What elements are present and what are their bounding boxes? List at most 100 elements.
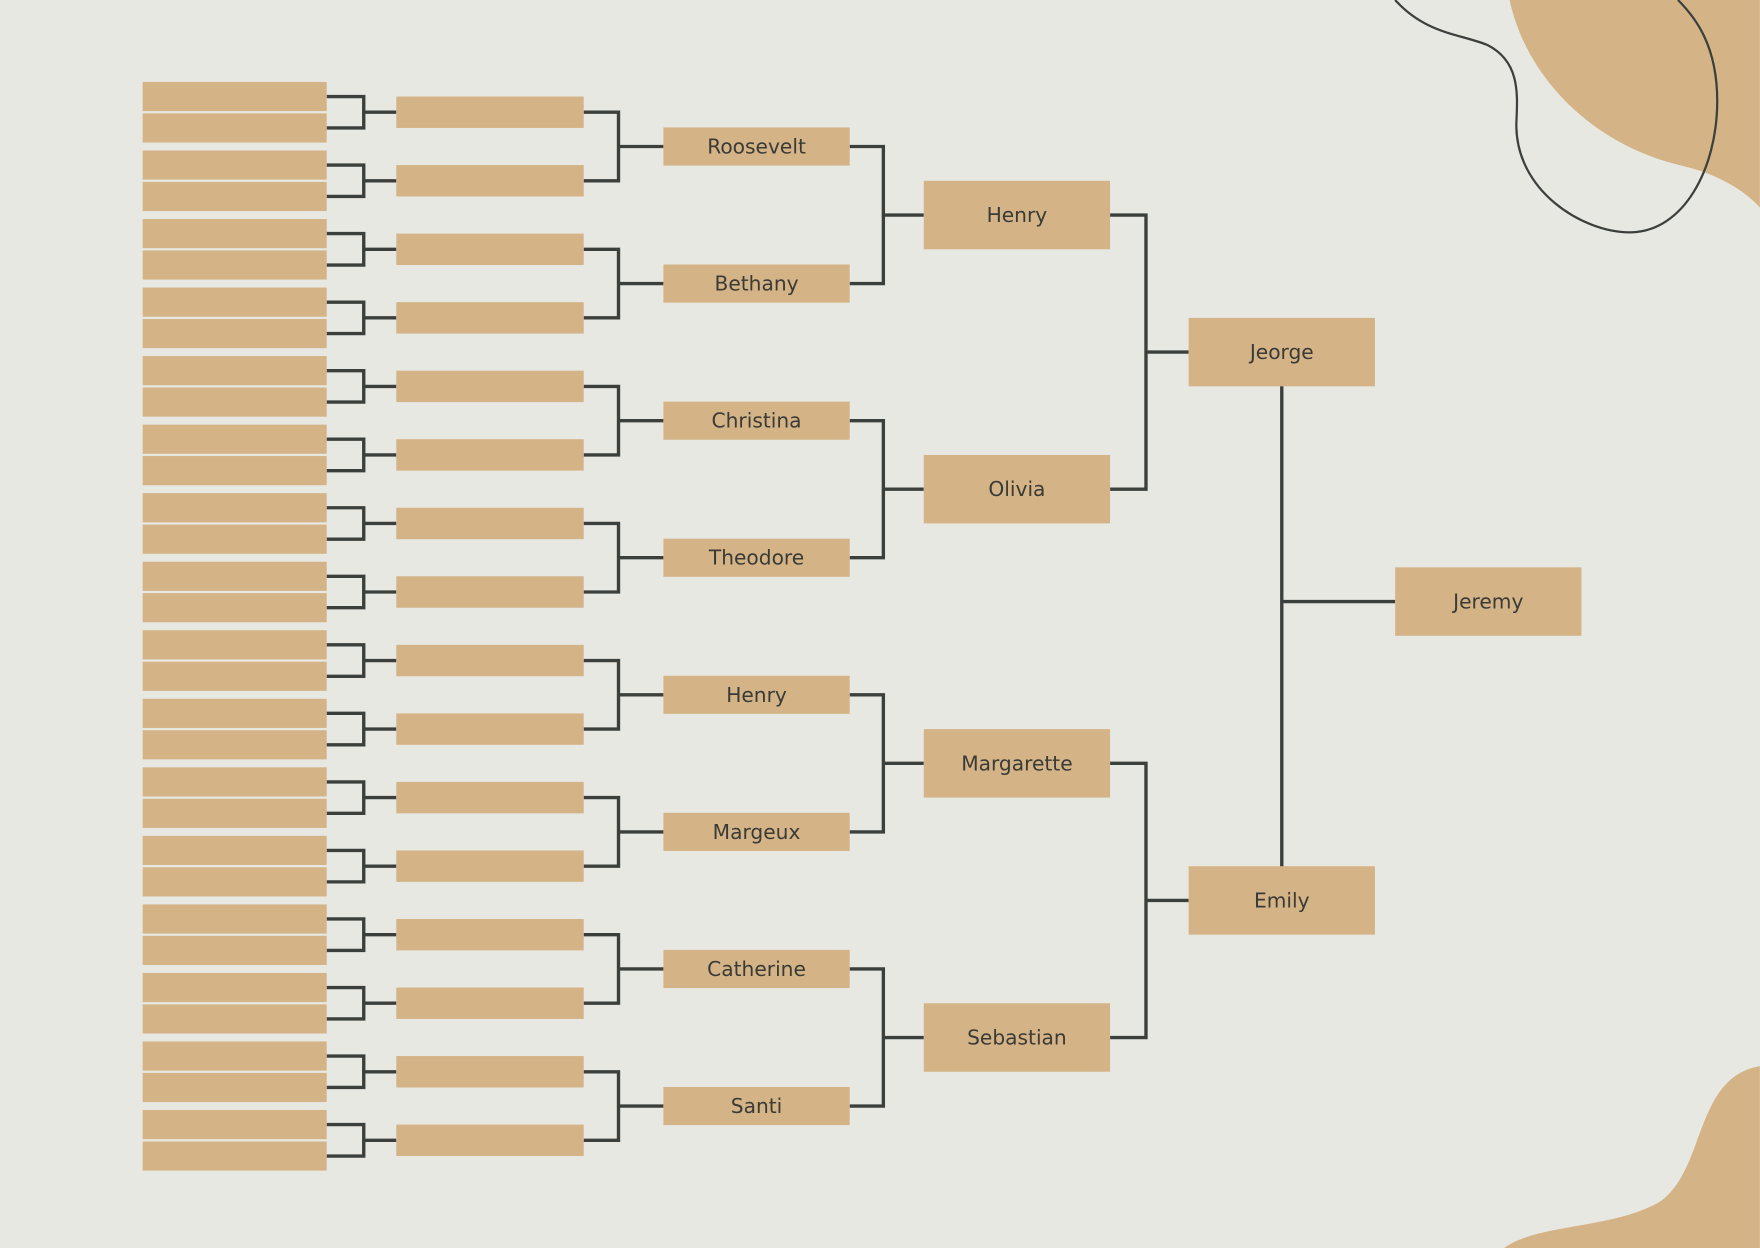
- round2-slot-11-slot[interactable]: [396, 781, 584, 814]
- round1-slot-4-slot[interactable]: [142, 181, 327, 212]
- round1-slot-23-slot[interactable]: [142, 835, 327, 866]
- round3-slot-8-slot[interactable]: [663, 1086, 850, 1126]
- round2-slot-5-slot[interactable]: [396, 370, 584, 403]
- round2-slot-16-slot[interactable]: [396, 1124, 584, 1157]
- round5-slot-2[interactable]: Emily: [1188, 866, 1375, 935]
- round2-slot-16[interactable]: [396, 1124, 584, 1157]
- round1-slot-27-slot[interactable]: [142, 972, 327, 1003]
- round2-slot-8-slot[interactable]: [396, 576, 584, 608]
- round2-slot-11[interactable]: [396, 781, 584, 814]
- round1-slot-9-slot[interactable]: [142, 356, 327, 386]
- round1-slot-29[interactable]: [142, 1041, 327, 1071]
- round4-slot-1-slot[interactable]: [923, 180, 1111, 250]
- round1-slot-28-slot[interactable]: [142, 1004, 327, 1034]
- round1-slot-10-slot[interactable]: [142, 387, 327, 417]
- round1-slot-24-slot[interactable]: [142, 867, 327, 897]
- champion-slot-slot[interactable]: [1395, 567, 1582, 636]
- round1-slot-30-slot[interactable]: [142, 1072, 327, 1103]
- round1-slot-19[interactable]: [142, 698, 327, 728]
- round3-slot-3[interactable]: Christina: [663, 401, 850, 440]
- round1-slot-11[interactable]: [142, 424, 327, 454]
- round1-slot-9[interactable]: [142, 356, 327, 386]
- round2-slot-1-slot[interactable]: [396, 96, 584, 128]
- round2-slot-12-slot[interactable]: [396, 850, 584, 882]
- round1-slot-32[interactable]: [142, 1141, 327, 1171]
- round1-slot-1[interactable]: [142, 81, 327, 112]
- round1-slot-29-slot[interactable]: [142, 1041, 327, 1071]
- round1-slot-11-slot[interactable]: [142, 424, 327, 454]
- round1-slot-15-slot[interactable]: [142, 561, 327, 591]
- round3-slot-6[interactable]: Margeux: [663, 812, 850, 851]
- round3-slot-6-slot[interactable]: [663, 812, 850, 851]
- round1-slot-21[interactable]: [142, 767, 327, 797]
- round1-slot-13-slot[interactable]: [142, 493, 327, 523]
- round3-slot-7[interactable]: Catherine: [663, 949, 850, 989]
- round1-slot-14[interactable]: [142, 524, 327, 554]
- round3-slot-3-slot[interactable]: [663, 401, 850, 440]
- round2-slot-13-slot[interactable]: [396, 918, 584, 951]
- round4-slot-1[interactable]: Henry: [923, 180, 1111, 250]
- round5-slot-2-slot[interactable]: [1188, 866, 1375, 935]
- round2-slot-5[interactable]: [396, 370, 584, 403]
- round1-slot-8-slot[interactable]: [142, 318, 327, 349]
- round1-slot-30[interactable]: [142, 1072, 327, 1103]
- round2-slot-10[interactable]: [396, 713, 584, 745]
- round1-slot-14-slot[interactable]: [142, 524, 327, 554]
- round3-slot-8[interactable]: Santi: [663, 1086, 850, 1126]
- round1-slot-12[interactable]: [142, 456, 327, 486]
- round3-slot-7-slot[interactable]: [663, 949, 850, 989]
- round3-slot-2[interactable]: Bethany: [663, 264, 850, 303]
- round2-slot-4[interactable]: [396, 302, 584, 334]
- round2-slot-2[interactable]: [396, 165, 584, 197]
- round1-slot-26-slot[interactable]: [142, 935, 327, 966]
- round2-slot-15[interactable]: [396, 1056, 584, 1088]
- round2-slot-1[interactable]: [396, 96, 584, 128]
- round2-slot-6-slot[interactable]: [396, 439, 584, 471]
- round1-slot-18-slot[interactable]: [142, 661, 327, 691]
- round3-slot-5[interactable]: Henry: [663, 675, 850, 714]
- round1-slot-19-slot[interactable]: [142, 698, 327, 728]
- round1-slot-24[interactable]: [142, 867, 327, 897]
- round1-slot-28[interactable]: [142, 1004, 327, 1034]
- round5-slot-1-slot[interactable]: [1188, 317, 1375, 387]
- round1-slot-7[interactable]: [142, 287, 327, 317]
- round2-slot-3-slot[interactable]: [396, 233, 584, 266]
- round1-slot-7-slot[interactable]: [142, 287, 327, 317]
- round1-slot-5[interactable]: [142, 219, 327, 249]
- round3-slot-4[interactable]: Theodore: [663, 538, 850, 577]
- round1-slot-17-slot[interactable]: [142, 630, 327, 660]
- round2-slot-14-slot[interactable]: [396, 987, 584, 1019]
- round3-slot-1-slot[interactable]: [663, 127, 850, 166]
- round2-slot-4-slot[interactable]: [396, 302, 584, 334]
- round1-slot-23[interactable]: [142, 835, 327, 866]
- round1-slot-18[interactable]: [142, 661, 327, 691]
- round2-slot-9[interactable]: [396, 644, 584, 677]
- round1-slot-2-slot[interactable]: [142, 113, 327, 143]
- round1-slot-1-slot[interactable]: [142, 81, 327, 112]
- round1-slot-2[interactable]: [142, 113, 327, 143]
- round2-slot-8[interactable]: [396, 576, 584, 608]
- round4-slot-2[interactable]: Olivia: [923, 454, 1111, 524]
- round4-slot-2-slot[interactable]: [923, 454, 1111, 524]
- round2-slot-3[interactable]: [396, 233, 584, 266]
- round1-slot-25[interactable]: [142, 904, 327, 934]
- champion-slot[interactable]: Jeremy: [1395, 567, 1582, 636]
- round1-slot-27[interactable]: [142, 972, 327, 1003]
- round1-slot-20[interactable]: [142, 730, 327, 760]
- round3-slot-1[interactable]: Roosevelt: [663, 127, 850, 166]
- round1-slot-3-slot[interactable]: [142, 150, 327, 180]
- round1-slot-26[interactable]: [142, 935, 327, 966]
- round2-slot-7-slot[interactable]: [396, 507, 584, 540]
- round1-slot-15[interactable]: [142, 561, 327, 591]
- round1-slot-4[interactable]: [142, 181, 327, 212]
- round2-slot-13[interactable]: [396, 918, 584, 951]
- round3-slot-4-slot[interactable]: [663, 538, 850, 577]
- round1-slot-31[interactable]: [142, 1110, 327, 1140]
- round1-slot-13[interactable]: [142, 493, 327, 523]
- round4-slot-4[interactable]: Sebastian: [923, 1003, 1111, 1072]
- round1-slot-10[interactable]: [142, 387, 327, 417]
- round2-slot-12[interactable]: [396, 850, 584, 882]
- round2-slot-7[interactable]: [396, 507, 584, 540]
- round1-slot-12-slot[interactable]: [142, 456, 327, 486]
- round1-slot-32-slot[interactable]: [142, 1141, 327, 1171]
